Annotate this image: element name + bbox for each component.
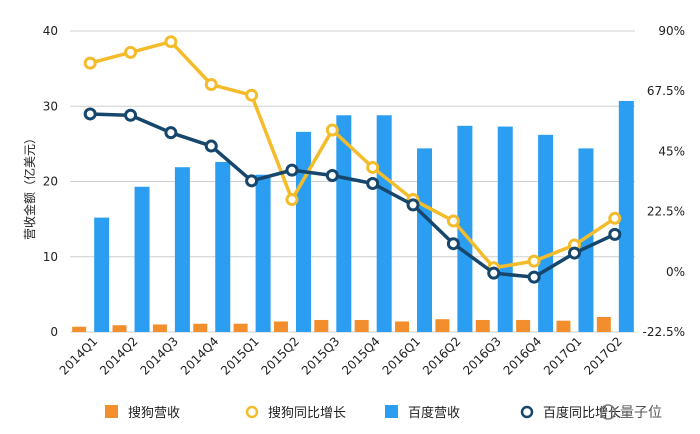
y-tick-label: 10 [43, 250, 58, 264]
point-sogou-growth [608, 211, 622, 225]
x-tick-label: 2016Q4 [501, 334, 545, 378]
point-sogou-growth [124, 45, 138, 59]
bar-baidu-revenue [578, 148, 594, 332]
point-baidu-growth [567, 246, 581, 260]
bar-sogou-revenue [516, 319, 531, 332]
point-baidu-growth [245, 174, 259, 188]
bar-sogou-revenue [435, 319, 450, 332]
y2-axis-ticks: -22.5% 0% 22.5% 45% 67.5% 90% [643, 24, 685, 339]
x-tick-label: 2015Q1 [218, 334, 262, 378]
line-sogou-growth [89, 39, 616, 270]
point-sogou-growth [83, 56, 97, 70]
x-tick-label: 2016Q2 [420, 334, 464, 378]
bar-sogou-revenue [475, 319, 490, 332]
point-baidu-growth [164, 126, 178, 140]
y2-tick-label: 0% [666, 265, 685, 279]
point-sogou-growth [204, 78, 218, 92]
x-tick-label: 2017Q2 [581, 334, 625, 378]
legend-label: 百度营收 [408, 405, 460, 421]
x-tick-label: 2014Q2 [97, 334, 141, 378]
bar-baidu-revenue [295, 131, 311, 332]
x-axis-ticks: 2014Q12014Q22014Q32014Q42015Q12015Q22015… [57, 334, 625, 378]
bar-sogou-revenue [556, 320, 571, 332]
point-baidu-growth [608, 227, 622, 241]
bar-baidu-revenue [174, 167, 190, 332]
y-axis-ticks: 0 10 20 30 40 [43, 24, 58, 339]
bar-baidu-revenue [497, 126, 513, 332]
y2-tick-label: -22.5% [643, 325, 685, 339]
x-tick-label: 2014Q4 [178, 334, 222, 378]
watermark-text: 量子位 [620, 405, 662, 421]
point-baidu-growth [527, 270, 541, 284]
bar-sogou-revenue [354, 319, 369, 332]
legend-swatch [245, 405, 259, 419]
x-tick-label: 2017Q1 [541, 334, 585, 378]
bar-sogou-revenue [273, 321, 288, 332]
bar-sogou-revenue [596, 316, 611, 332]
bar-baidu-revenue [134, 186, 150, 332]
y2-tick-label: 67.5% [647, 84, 685, 98]
bar-baidu-revenue [215, 161, 231, 332]
point-baidu-growth [204, 139, 218, 153]
x-tick-label: 2014Q3 [137, 334, 181, 378]
point-sogou-growth [164, 35, 178, 49]
watermark: 量子位 [600, 404, 662, 421]
point-baidu-growth [406, 198, 420, 212]
bar-baidu-revenue [538, 134, 554, 332]
bar-sogou-revenue [72, 326, 87, 332]
point-sogou-growth [325, 123, 339, 137]
point-sogou-growth [285, 193, 299, 207]
y-tick-label: 20 [43, 175, 58, 189]
x-tick-label: 2015Q2 [259, 334, 303, 378]
bars-layer [72, 100, 634, 332]
point-baidu-growth [487, 266, 501, 280]
point-baidu-growth [446, 237, 460, 251]
x-tick-label: 2015Q3 [299, 334, 343, 378]
bar-baidu-revenue [457, 125, 473, 332]
point-baidu-growth [325, 168, 339, 182]
bar-sogou-revenue [233, 323, 248, 332]
point-sogou-growth [366, 160, 380, 174]
bar-sogou-revenue [152, 324, 167, 332]
legend-swatch [105, 405, 118, 418]
bar-baidu-revenue [255, 174, 271, 332]
legend-label: 搜狗同比增长 [268, 406, 346, 421]
bar-sogou-revenue [193, 323, 208, 332]
lines-layer [83, 35, 622, 284]
bar-baidu-revenue [336, 115, 352, 332]
point-baidu-growth [285, 163, 299, 177]
point-sogou-growth [527, 254, 541, 268]
x-tick-label: 2016Q1 [380, 334, 424, 378]
bar-baidu-revenue [417, 148, 433, 332]
bar-sogou-revenue [395, 321, 410, 332]
watermark-logo-icon [600, 404, 616, 420]
x-tick-label: 2016Q3 [460, 334, 504, 378]
bar-baidu-revenue [618, 100, 634, 332]
bar-sogou-revenue [112, 325, 127, 332]
line-baidu-growth [90, 112, 616, 279]
bar-sogou-revenue [314, 319, 329, 332]
legend-swatch [520, 405, 534, 419]
point-sogou-growth [446, 214, 460, 228]
y-tick-label: 40 [43, 24, 58, 38]
point-sogou-growth [245, 88, 259, 102]
y-tick-label: 30 [43, 99, 58, 113]
y2-tick-label: 22.5% [647, 205, 685, 219]
y-tick-label: 0 [50, 325, 58, 339]
y-axis-label: 营收金额（亿美元） [22, 132, 37, 240]
x-tick-label: 2014Q1 [57, 334, 101, 378]
legend-swatch [385, 405, 398, 418]
y2-tick-label: 90% [658, 24, 685, 38]
bar-baidu-revenue [376, 115, 392, 332]
point-baidu-growth [366, 177, 380, 191]
bar-baidu-revenue [94, 217, 110, 332]
legend: 搜狗营收 搜狗同比增长 百度营收 百度同比增长 [105, 405, 621, 421]
point-baidu-growth [124, 108, 138, 122]
point-baidu-growth [83, 107, 97, 121]
x-tick-label: 2015Q4 [339, 334, 383, 378]
legend-label: 搜狗营收 [128, 406, 180, 421]
y2-tick-label: 45% [658, 144, 685, 158]
